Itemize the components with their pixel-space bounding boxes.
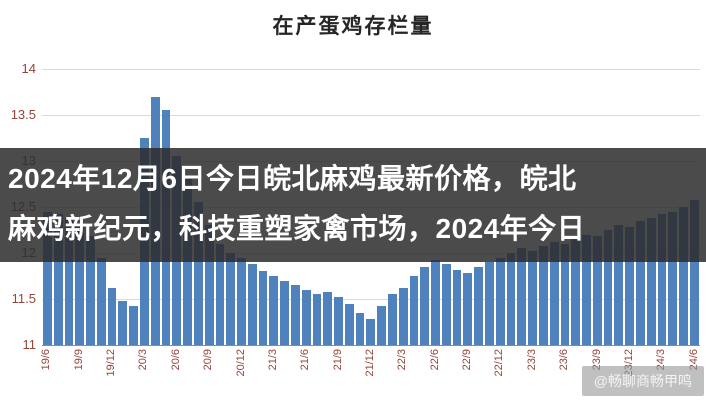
bar (96, 257, 106, 345)
bar (258, 271, 268, 345)
x-axis-tick-label: 22/9 (461, 349, 474, 371)
x-axis-tick-label: 21/12 (364, 349, 376, 377)
bar (592, 236, 602, 345)
bar (646, 218, 656, 345)
bar (431, 260, 440, 345)
bar (506, 253, 516, 345)
bar (312, 294, 322, 345)
y-axis-tick-label: 11.5 (11, 291, 36, 306)
bar (528, 251, 537, 345)
bar (689, 199, 699, 345)
bar (75, 223, 85, 345)
bar (344, 303, 354, 345)
bar (129, 306, 139, 345)
bar (53, 214, 63, 345)
x-axis-tick-label: 22/3 (396, 349, 409, 371)
bar (571, 239, 581, 345)
bar (463, 273, 473, 345)
bar (409, 276, 419, 345)
x-axis-tick-label: 23/6 (558, 349, 571, 371)
x-axis-tick-label: 19/9 (72, 349, 85, 371)
bar (43, 211, 52, 345)
bar (237, 257, 246, 345)
bar (603, 230, 613, 345)
overlay-text-line1: 2024年12月6日今日皖北麻鸡最新价格，皖北 (8, 163, 577, 194)
bar (398, 287, 408, 345)
bar (193, 202, 203, 345)
x-axis-tick-label: 19/12 (105, 349, 118, 377)
bar (366, 319, 376, 345)
bar (420, 266, 430, 345)
bar (668, 211, 678, 345)
bar (107, 287, 117, 345)
bar (635, 220, 645, 345)
gridline (42, 69, 700, 70)
bar (517, 248, 527, 345)
bar (118, 300, 128, 345)
x-axis-tick-label: 21/6 (299, 349, 312, 371)
bar (474, 266, 484, 345)
x-axis-tick-label: 22/6 (428, 349, 441, 371)
bar (582, 234, 591, 345)
y-axis-tick-label: 14 (21, 61, 36, 76)
bar (301, 289, 311, 345)
bar (269, 276, 279, 345)
gridline (42, 115, 700, 116)
watermark-badge: @畅聊商畅甲鸣 (581, 366, 704, 396)
bar (538, 245, 548, 345)
bar (377, 306, 386, 345)
bar (625, 227, 634, 345)
bar (452, 269, 462, 345)
bar (679, 207, 688, 345)
bar (323, 291, 333, 345)
y-axis-tick-label: 11 (22, 337, 37, 352)
bar (560, 243, 570, 345)
x-axis-tick-label: 20/3 (137, 349, 150, 371)
y-axis-tick-label: 13.5 (10, 107, 36, 122)
bar (290, 285, 300, 345)
x-axis-tick-label: 19/6 (40, 349, 53, 371)
chart-title: 在产蛋鸡存栏量 (272, 15, 434, 38)
bar (495, 257, 505, 345)
bar (355, 312, 365, 345)
bar (614, 225, 624, 345)
bar (549, 241, 559, 345)
x-axis-tick-label: 22/12 (493, 349, 506, 377)
bar (226, 253, 236, 345)
x-axis-line (42, 345, 700, 346)
bar (657, 214, 667, 345)
overlay-text-line2: 麻鸡新纪元，科技重塑家禽市场，2024年今日 (8, 213, 586, 244)
bar (86, 236, 95, 345)
bar (485, 262, 494, 345)
x-axis-tick-label: 20/12 (234, 349, 247, 377)
x-axis-tick-label: 23/3 (525, 349, 538, 371)
bar (441, 264, 451, 345)
bar (204, 225, 214, 345)
x-axis-tick-label: 20/9 (202, 349, 215, 371)
bar (334, 297, 343, 345)
x-axis-tick-label: 20/6 (169, 349, 182, 371)
x-axis-tick-label: 21/9 (331, 349, 344, 371)
bar (64, 218, 74, 345)
bar (215, 243, 225, 345)
bar (388, 294, 397, 345)
overlay-banner: 2024年12月6日今日皖北麻鸡最新价格，皖北 麻鸡新纪元，科技重塑家禽市场，2… (0, 148, 706, 262)
x-axis-tick-label: 21/3 (266, 349, 279, 371)
gridline (42, 299, 700, 300)
bar (183, 179, 192, 345)
bar (247, 264, 257, 345)
bar (280, 280, 289, 345)
